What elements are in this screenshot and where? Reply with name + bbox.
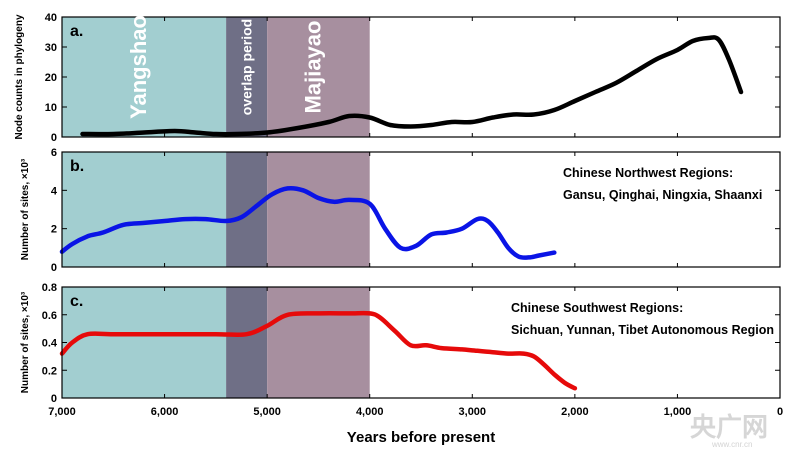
y-tick-label: 30	[45, 42, 57, 54]
panels: 0 10 20 30 40 Node counts in phylogeny a. 0 2 4 6 N…	[14, 12, 781, 405]
x-tick-label: 4,000	[356, 406, 384, 418]
y-tick-label: 4	[51, 185, 58, 197]
y-tick-label: 6	[51, 147, 57, 159]
region-annotation-line: Chinese Southwest Regions:	[511, 301, 683, 315]
y-tick-label: 40	[45, 12, 57, 24]
region-annotation-line: Chinese Northwest Regions:	[563, 166, 733, 180]
x-tick-label: 1,000	[664, 406, 692, 418]
watermark-logo: 央广网 www.cnr.cn	[690, 412, 768, 449]
band-overlap-period-panel-2	[226, 152, 268, 267]
x-tick-label: 3,000	[459, 406, 487, 418]
band-overlap-period-panel-3	[226, 287, 268, 398]
watermark-text: 央广网	[690, 412, 768, 442]
series-line-panel-3	[59, 310, 578, 391]
y-tick-label: 0	[51, 262, 57, 274]
y-tick-label: 20	[45, 72, 57, 84]
series-line-panel-1	[80, 35, 744, 137]
panel-3: 0 0.2 0.4 0.6 0.8 Number of sites, ×10³ c. Chin…	[20, 282, 781, 405]
band-yangshao-panel-2	[62, 152, 227, 267]
x-tick-label: 5,000	[253, 406, 281, 418]
region-annotation-line: Sichuan, Yunnan, Tibet Autonomous Region	[511, 323, 774, 337]
y-axis-label: Node counts in phylogeny	[14, 14, 25, 139]
band-yangshao-panel-1	[62, 17, 227, 137]
y-tick-label: 0.4	[42, 338, 58, 350]
panel-label: a.	[70, 23, 83, 40]
panel-label: b.	[70, 158, 84, 175]
series-line-panel-2	[59, 185, 557, 260]
x-tick-label: 0	[777, 406, 783, 418]
y-tick-label: 0.2	[42, 365, 57, 377]
x-tick-label: 2,000	[561, 406, 589, 418]
x-tick-label: 6,000	[151, 406, 179, 418]
y-tick-label: 10	[45, 102, 57, 114]
y-tick-label: 0	[51, 132, 57, 144]
yangshao-label: Yangshao	[126, 15, 151, 119]
y-axis-label: Number of sites, ×10³	[20, 158, 31, 260]
y-tick-label: 0.8	[42, 282, 57, 294]
panel-1: 0 10 20 30 40 Node counts in phylogeny a.	[14, 12, 781, 144]
band-yangshao-panel-3	[62, 287, 227, 398]
band-overlap-period-panel-1	[226, 17, 268, 137]
overlap-period-label: overlap period	[239, 19, 255, 115]
x-axis: 7,000 6,000 5,000 4,000 3,000 2,000 1,000 0	[48, 406, 783, 418]
x-tick-label: 7,000	[48, 406, 76, 418]
region-annotation-line: Gansu, Qinghai, Ningxia, Shaanxi	[563, 188, 762, 202]
band-majiayao-panel-2	[267, 152, 370, 267]
period-band-labels: Yangshao overlap period Majiayao	[126, 15, 325, 119]
y-tick-label: 0.6	[42, 310, 57, 322]
panel-frame	[61, 151, 781, 268]
band-majiayao-panel-3	[267, 287, 370, 398]
x-axis-label: Years before present	[347, 429, 495, 446]
panel-label: c.	[70, 293, 83, 310]
period-bands	[62, 17, 370, 398]
majiayao-label: Majiayao	[300, 21, 325, 114]
watermark-subtext: www.cnr.cn	[711, 440, 752, 449]
y-axis-label: Number of sites, ×10³	[20, 291, 31, 393]
y-tick-label: 0	[51, 393, 57, 405]
panel-2: 0 2 4 6 Number of sites, ×10³ b. Chinese North…	[20, 147, 781, 274]
y-tick-label: 2	[51, 224, 57, 236]
